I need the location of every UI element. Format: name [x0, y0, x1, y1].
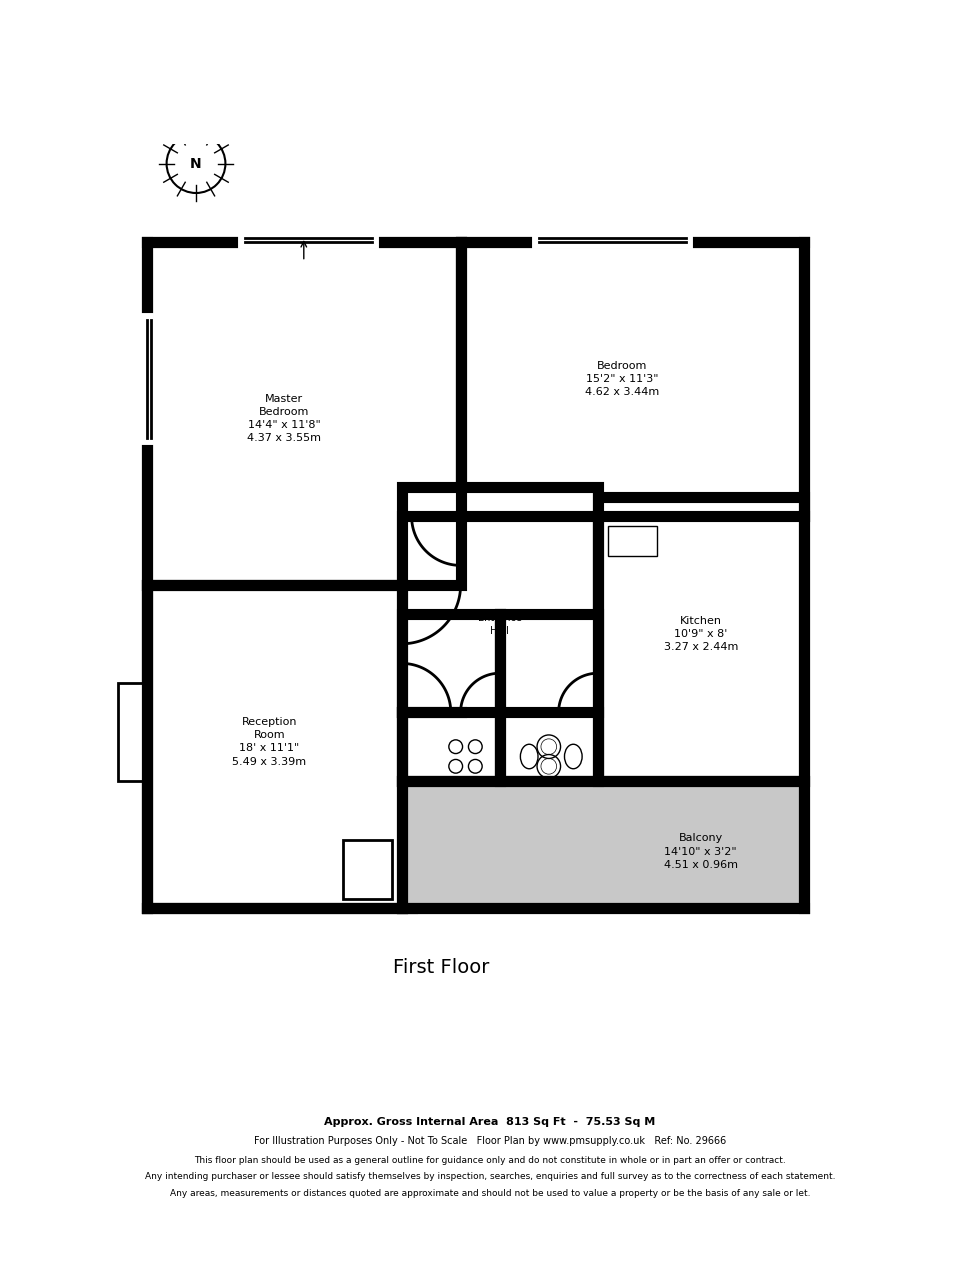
FancyBboxPatch shape	[402, 615, 500, 781]
FancyBboxPatch shape	[598, 497, 804, 781]
Text: Kitchen
10'9" x 8'
3.27 x 2.44m: Kitchen 10'9" x 8' 3.27 x 2.44m	[663, 616, 738, 652]
FancyBboxPatch shape	[343, 839, 392, 899]
FancyBboxPatch shape	[147, 242, 461, 585]
Text: GODFREY
AND BARR: GODFREY AND BARR	[286, 529, 596, 642]
FancyBboxPatch shape	[500, 615, 598, 781]
Text: Approx. Gross Internal Area  813 Sq Ft  -  75.53 Sq M: Approx. Gross Internal Area 813 Sq Ft - …	[324, 1117, 656, 1127]
Text: Master
Bedroom
14'4" x 11'8"
4.37 x 3.55m: Master Bedroom 14'4" x 11'8" 4.37 x 3.55…	[247, 393, 321, 444]
FancyBboxPatch shape	[402, 487, 598, 713]
FancyBboxPatch shape	[608, 526, 657, 555]
FancyBboxPatch shape	[402, 516, 461, 585]
Text: Reception
Room
18' x 11'1"
5.49 x 3.39m: Reception Room 18' x 11'1" 5.49 x 3.39m	[232, 716, 307, 767]
Text: First Floor: First Floor	[393, 957, 489, 976]
Text: Entrance
Hall: Entrance Hall	[478, 612, 521, 635]
FancyBboxPatch shape	[402, 781, 804, 908]
Text: N: N	[190, 157, 202, 171]
Text: For Illustration Purposes Only - Not To Scale   Floor Plan by www.pmsupply.co.uk: For Illustration Purposes Only - Not To …	[254, 1136, 726, 1146]
Text: This floor plan should be used as a general outline for guidance only and do not: This floor plan should be used as a gene…	[194, 1155, 786, 1165]
Text: Bedroom
15'2" x 11'3"
4.62 x 3.44m: Bedroom 15'2" x 11'3" 4.62 x 3.44m	[585, 361, 660, 397]
Text: Any intending purchaser or lessee should satisfy themselves by inspection, searc: Any intending purchaser or lessee should…	[145, 1172, 835, 1182]
FancyBboxPatch shape	[118, 683, 147, 781]
FancyBboxPatch shape	[461, 242, 804, 516]
Text: Any areas, measurements or distances quoted are approximate and should not be us: Any areas, measurements or distances quo…	[170, 1188, 810, 1198]
Text: Balcony
14'10" x 3'2"
4.51 x 0.96m: Balcony 14'10" x 3'2" 4.51 x 0.96m	[663, 833, 738, 870]
FancyBboxPatch shape	[147, 585, 412, 908]
